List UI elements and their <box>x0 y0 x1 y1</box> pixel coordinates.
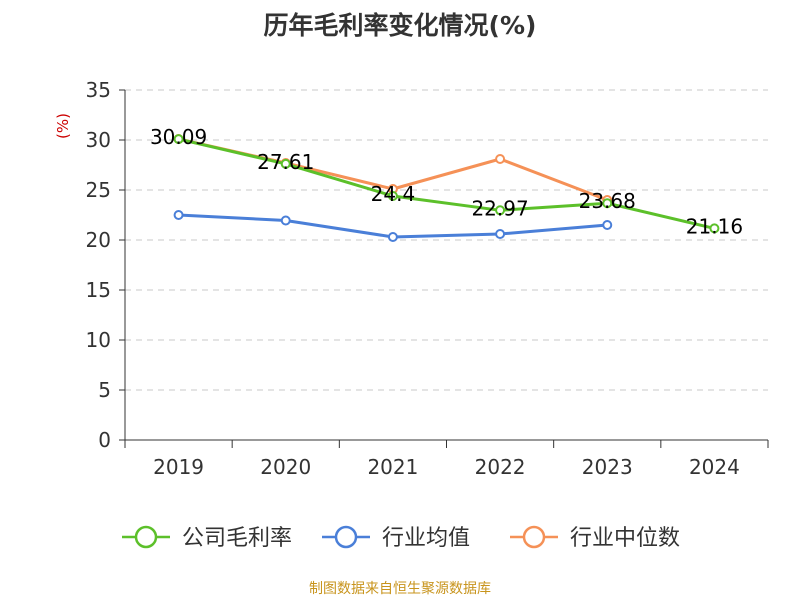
y-tick-label: 30 <box>86 128 111 152</box>
x-tick-label: 2023 <box>582 455 633 479</box>
series-point <box>602 198 613 209</box>
series-point <box>173 134 184 145</box>
y-tick-label: 25 <box>86 178 111 202</box>
series-point <box>495 205 506 216</box>
data-label: 23.68 <box>579 189 636 213</box>
y-tick-label: 5 <box>98 378 111 402</box>
x-tick-label: 2020 <box>260 455 311 479</box>
series-point <box>495 229 506 239</box>
data-label: 21.16 <box>686 214 743 238</box>
data-label-layer: 30.09 27.61 24.4 22.97 23.68 21.16 <box>150 125 743 238</box>
series-point <box>173 210 184 220</box>
axis-layer: 0 5 10 15 20 25 30 35 2019 2020 2021 2022 2023 2024 (%… <box>54 78 769 479</box>
y-tick-label: 0 <box>98 428 111 452</box>
series-point <box>280 158 291 169</box>
legend-label: 公司毛利率 <box>182 526 292 551</box>
y-axis-label: (%) <box>54 113 72 139</box>
chart-title: 历年毛利率变化情况(%) <box>263 11 537 40</box>
legend: 公司毛利率 行业均值 行业中位数 <box>122 525 680 551</box>
data-label: 24.4 <box>371 182 416 206</box>
series-point <box>387 232 398 242</box>
series-point <box>387 191 398 201</box>
y-tick-label: 15 <box>86 278 111 302</box>
series-layer <box>173 134 720 242</box>
data-label: 22.97 <box>471 196 528 220</box>
x-tick-label: 2024 <box>689 455 740 479</box>
series-point <box>495 154 506 164</box>
series-point <box>280 215 291 226</box>
legend-marker <box>334 525 358 549</box>
series-line <box>178 137 715 230</box>
legend-label: 行业均值 <box>382 526 470 551</box>
x-tick-label: 2022 <box>475 455 526 479</box>
legend-label: 行业中位数 <box>570 526 680 551</box>
series-point <box>709 223 720 234</box>
data-label: 27.61 <box>257 150 314 174</box>
y-tick-label: 35 <box>86 78 111 102</box>
source-note: 制图数据来自恒生聚源数据库 <box>309 581 491 597</box>
x-tick-label: 2019 <box>153 455 204 479</box>
data-label: 30.09 <box>150 125 207 149</box>
grid-layer <box>125 89 768 391</box>
legend-marker <box>522 525 546 549</box>
y-tick-label: 10 <box>86 328 111 352</box>
series-point <box>602 220 613 230</box>
x-tick-label: 2021 <box>367 455 418 479</box>
y-tick-label: 20 <box>86 228 111 252</box>
legend-marker <box>134 525 158 549</box>
